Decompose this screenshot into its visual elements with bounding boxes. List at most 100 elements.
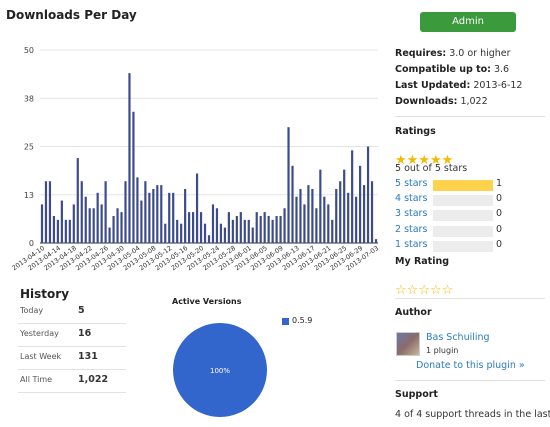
rating-filter-link[interactable]: 2 stars	[395, 223, 428, 235]
my-rating-stars[interactable]: ☆☆☆☆☆	[395, 279, 453, 298]
my-rating-star-icon[interactable]: ☆	[406, 283, 419, 298]
rating-count: 0	[496, 208, 503, 220]
rating-filter-link[interactable]: 5 stars	[395, 178, 428, 189]
admin-button[interactable]: Admin	[420, 12, 516, 32]
support-title: Support	[395, 389, 438, 400]
bar	[275, 215, 278, 243]
bar	[92, 208, 95, 243]
y-tick-label: 13	[24, 191, 34, 200]
bar	[251, 227, 254, 243]
bar	[355, 196, 358, 243]
bar	[283, 208, 286, 243]
bar	[255, 212, 258, 243]
bar	[84, 196, 87, 243]
bar	[180, 223, 183, 243]
bar	[60, 200, 63, 243]
downloads-bar-chart: 0132538502013-04-102013-04-142013-04-182…	[11, 46, 381, 272]
bar	[362, 185, 366, 243]
history-title: History	[20, 287, 70, 301]
history-row-value: 1,022	[78, 374, 109, 385]
bar	[207, 235, 211, 243]
bar	[231, 219, 234, 243]
rating-count: 0	[496, 223, 503, 235]
history-row-value: 16	[78, 328, 92, 339]
bar	[279, 215, 282, 243]
rating-bar-fill	[433, 180, 493, 191]
bar	[343, 169, 346, 243]
divider	[395, 116, 545, 117]
rating-bar	[433, 180, 493, 191]
chart-title: Downloads Per Day	[6, 8, 137, 22]
history-row-label: Last Week	[20, 352, 62, 361]
author-avatar[interactable]	[396, 332, 420, 356]
history-row-value: 5	[78, 305, 85, 316]
bar	[235, 215, 238, 243]
rating-filter-link[interactable]: 4 stars	[395, 193, 428, 205]
bar	[195, 173, 199, 243]
bar	[243, 219, 246, 243]
pie-legend-swatch	[282, 318, 289, 325]
requires-info: Requires: 3.0 or higher	[395, 48, 511, 59]
my-rating-star-icon[interactable]: ☆	[441, 283, 454, 298]
rating-row: 1 stars 0	[395, 239, 545, 253]
bar	[88, 208, 91, 243]
rating-filter-link[interactable]: 3 stars	[395, 208, 428, 220]
rating-count: 0	[496, 238, 503, 250]
star-icon: ★	[429, 153, 442, 168]
rating-bar	[433, 225, 493, 237]
bar	[287, 127, 290, 243]
rating-bar	[433, 210, 493, 222]
bar	[303, 204, 306, 243]
bar	[68, 219, 71, 243]
rating-summary: 5 out of 5 stars	[395, 163, 468, 174]
history-row-value: 131	[78, 351, 98, 362]
history-row: All Time 1,022	[18, 370, 126, 393]
ratings-title: Ratings	[395, 126, 436, 137]
bar	[112, 215, 115, 243]
bar	[374, 239, 378, 243]
y-tick-label: 25	[24, 143, 34, 152]
y-tick-label: 50	[24, 46, 34, 55]
bar	[136, 177, 139, 243]
bar	[211, 204, 215, 243]
bar	[128, 73, 131, 243]
bar	[160, 185, 163, 243]
bar	[168, 192, 171, 243]
rating-filter-link[interactable]: 1 stars	[395, 238, 428, 250]
last-updated-label: Last Updated:	[395, 80, 471, 91]
history-row-label: Yesterday	[20, 329, 59, 338]
bar	[307, 185, 310, 243]
bar	[271, 219, 274, 243]
bar	[315, 208, 318, 243]
my-rating-star-icon[interactable]: ☆	[418, 283, 430, 298]
my-rating-star-icon[interactable]: ☆	[429, 283, 442, 298]
bar	[335, 188, 338, 243]
bar	[223, 227, 226, 243]
bar	[291, 165, 294, 243]
rating-count: 0	[496, 193, 503, 205]
bar	[339, 181, 342, 243]
bar	[56, 219, 59, 243]
my-rating-star-icon[interactable]: ☆	[395, 283, 407, 298]
history-row: Last Week 131	[18, 347, 126, 370]
bar	[215, 208, 219, 243]
bar	[172, 192, 175, 243]
support-summary: 4 of 4 support threads in the last	[395, 409, 550, 420]
bar	[299, 188, 302, 243]
bar	[267, 215, 270, 243]
bar	[132, 111, 135, 243]
bar	[347, 192, 350, 243]
rating-count: 1	[496, 178, 503, 189]
pie-slice-label: 100%	[210, 367, 230, 375]
author-name-link[interactable]: Bas Schuiling	[426, 332, 490, 343]
bar	[64, 219, 67, 243]
bar	[144, 181, 147, 243]
bar	[176, 219, 179, 243]
bar	[120, 212, 123, 243]
bar	[124, 181, 127, 243]
bar	[108, 227, 111, 243]
bar	[203, 223, 207, 243]
bar	[48, 181, 52, 243]
bar	[96, 192, 99, 243]
donate-link[interactable]: Donate to this plugin »	[416, 360, 525, 371]
